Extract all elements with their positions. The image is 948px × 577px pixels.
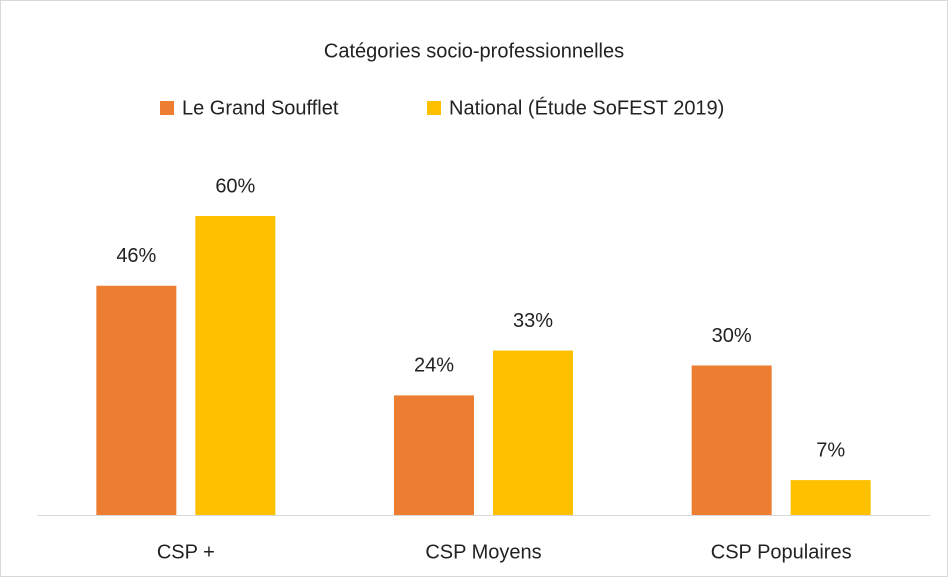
legend-swatch [427, 101, 441, 115]
x-tick-label: CSP + [157, 541, 215, 563]
data-label: 30% [712, 325, 752, 347]
bar [96, 285, 177, 515]
data-label: 7% [816, 439, 845, 461]
chart-title: Catégories socio-professionnelles [324, 40, 624, 62]
bar [493, 350, 573, 515]
bar [790, 480, 871, 515]
data-label: 60% [215, 175, 255, 197]
x-tick-label: CSP Moyens [425, 541, 541, 563]
legend-swatch [160, 101, 174, 115]
data-label: 46% [116, 245, 156, 267]
data-label: 24% [414, 355, 454, 377]
legend-label: Le Grand Soufflet [182, 97, 339, 119]
x-tick-label: CSP Populaires [711, 541, 852, 563]
data-label: 33% [513, 310, 553, 332]
bar [394, 395, 474, 515]
bar [691, 365, 772, 515]
legend-label: National (Étude SoFEST 2019) [449, 96, 724, 119]
bar [195, 216, 276, 515]
